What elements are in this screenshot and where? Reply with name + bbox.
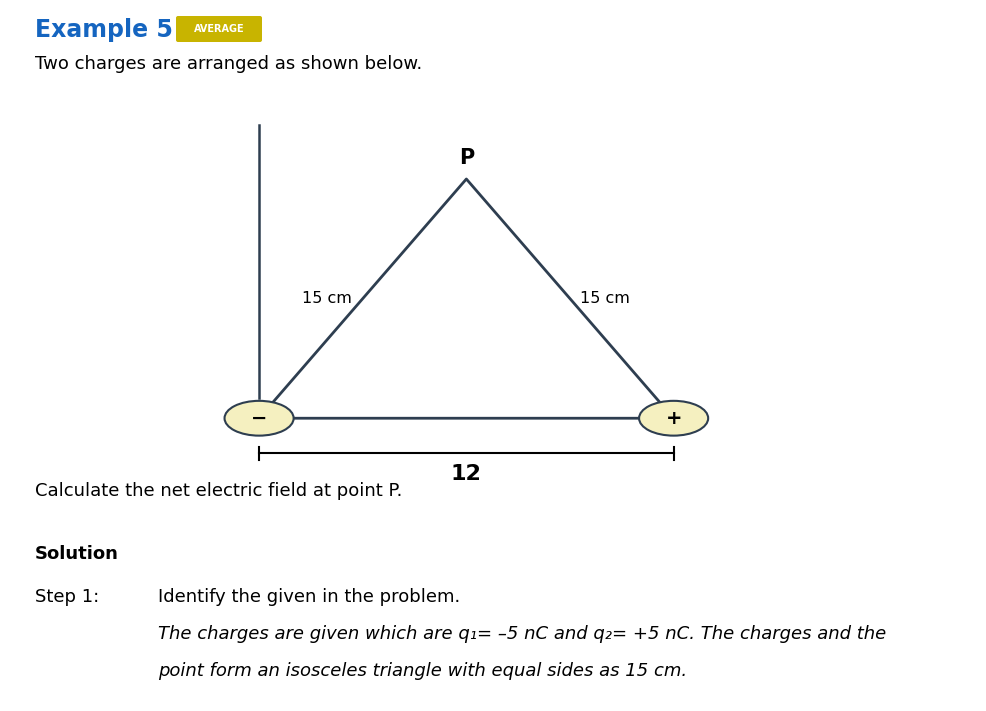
FancyBboxPatch shape — [176, 16, 261, 42]
Ellipse shape — [225, 401, 294, 436]
Text: Calculate the net electric field at point P.: Calculate the net electric field at poin… — [35, 482, 402, 500]
Text: 15 cm: 15 cm — [580, 291, 630, 306]
Text: P: P — [458, 148, 473, 168]
Ellipse shape — [639, 401, 707, 436]
Text: Identify the given in the problem.: Identify the given in the problem. — [158, 588, 459, 606]
Text: −: − — [250, 409, 267, 428]
Text: +: + — [665, 409, 681, 428]
Text: Step 1:: Step 1: — [35, 588, 100, 606]
Text: Two charges are arranged as shown below.: Two charges are arranged as shown below. — [35, 55, 422, 73]
Text: 12: 12 — [451, 464, 481, 484]
Text: The charges are given which are q₁= –5 nC and q₂= +5 nC. The charges and the: The charges are given which are q₁= –5 n… — [158, 625, 885, 643]
Text: 15 cm: 15 cm — [302, 291, 352, 306]
Text: Example 5: Example 5 — [35, 18, 173, 42]
Text: Solution: Solution — [35, 545, 118, 563]
Text: AVERAGE: AVERAGE — [193, 24, 245, 34]
Text: point form an isosceles triangle with equal sides as 15 cm.: point form an isosceles triangle with eq… — [158, 662, 686, 680]
